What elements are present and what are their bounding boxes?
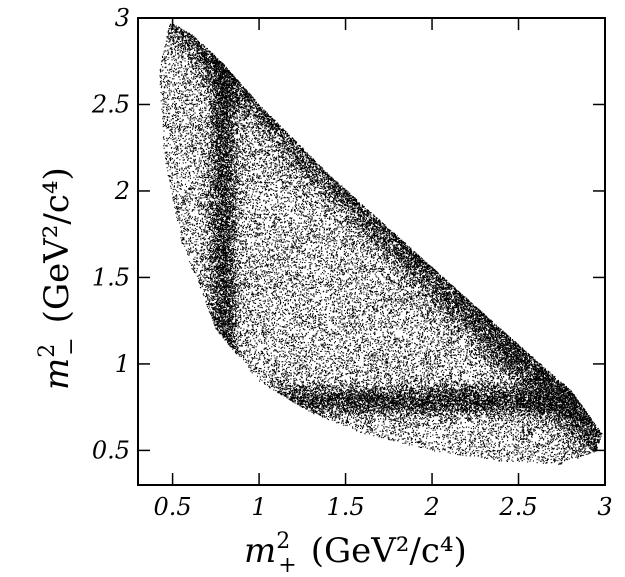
x-tick-label: 0.5 (154, 493, 192, 521)
y-tick-label: 1 (115, 350, 130, 378)
y-tick-label: 1.5 (92, 263, 130, 291)
svg-text:m2+(GeV²/c⁴): m2 + (GeV²/c⁴) (244, 529, 467, 577)
y-tick-label: 0.5 (92, 436, 130, 464)
x-axis-label: m2 + (GeV²/c⁴) (244, 529, 467, 577)
x-tick-label: 2 (423, 493, 439, 521)
y-tick-label: 2.5 (91, 90, 130, 118)
y-tick-label: 2 (114, 177, 130, 205)
svg-text:m2−(GeV²/c⁴): m2−(GeV²/c⁴) (35, 167, 84, 390)
x-tick-label: 3 (597, 493, 612, 521)
scatter-points (159, 23, 603, 465)
y-axis-ticks: 0.5 1 1.5 2 2.5 3 (91, 4, 605, 464)
x-tick-label: 1 (251, 493, 266, 521)
x-tick-label: 2.5 (498, 493, 537, 521)
x-axis-ticks: 0.5 1 1.5 2 2.5 3 (154, 18, 613, 521)
y-tick-label: 3 (115, 4, 130, 32)
y-axis-label: m2−(GeV²/c⁴) (35, 167, 84, 390)
plot-frame (137, 17, 606, 486)
x-tick-label: 1.5 (326, 493, 364, 521)
scatter-point-cloud (159, 23, 603, 465)
